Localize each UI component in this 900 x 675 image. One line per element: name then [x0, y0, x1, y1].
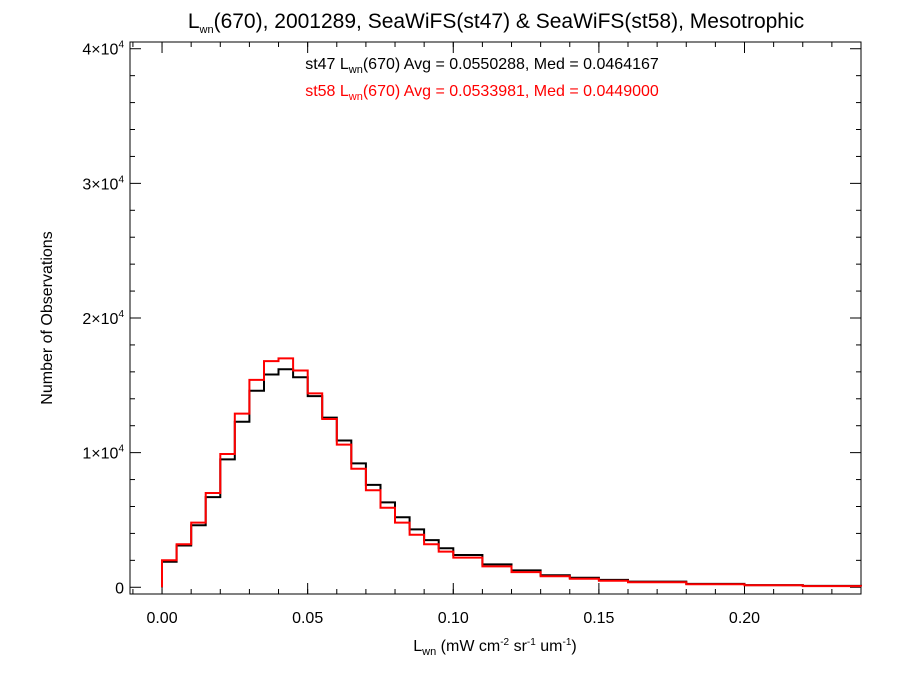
chart-title: Lwn(670), 2001289, SeaWiFS(st47) & SeaWi…	[188, 10, 804, 36]
annotation-st47: st47 Lwn(670) Avg = 0.0550288, Med = 0.0…	[305, 56, 659, 76]
y-tick-label: 4×104	[82, 40, 124, 59]
series-st47-line	[161, 368, 862, 588]
series-st58-line	[161, 357, 862, 588]
axis-ticks: 0.00 0.05 0.10 0.15 0.20 0 1×104 2×104 3×104 4×10…	[82, 40, 862, 627]
title-sub: wn	[199, 24, 214, 36]
y-axis-label: Number of Observations	[39, 231, 56, 404]
y-tick-label: 1×104	[82, 444, 124, 463]
y-tick-label: 2×104	[82, 309, 124, 328]
x-tick-label: 0.00	[146, 610, 177, 627]
series-group	[161, 357, 862, 588]
x-tick-label: 0.05	[292, 610, 323, 627]
annotation-st58: st58 Lwn(670) Avg = 0.0533981, Med = 0.0…	[305, 83, 659, 103]
title-l: L	[188, 10, 200, 33]
y-tick-label: 0	[115, 580, 124, 597]
x-tick-label: 0.15	[583, 610, 614, 627]
plot-frame	[129, 41, 862, 595]
x-tick-label: 0.20	[729, 610, 760, 627]
title-rest: (670), 2001289, SeaWiFS(st47) & SeaWiFS(…	[214, 10, 805, 33]
x-tick-label: 0.10	[438, 610, 469, 627]
y-tick-label: 3×104	[82, 174, 124, 193]
x-axis-label: Lwn (mW cm-2 sr-1 um-1)	[413, 637, 576, 658]
